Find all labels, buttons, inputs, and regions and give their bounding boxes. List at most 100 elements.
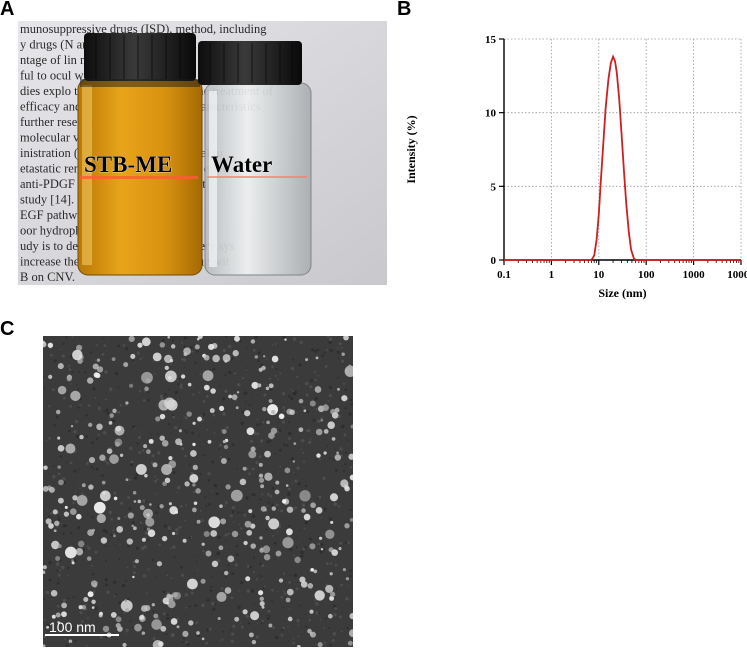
- nanoparticle: [55, 409, 61, 415]
- nanoparticle: [236, 391, 240, 394]
- nanoparticle: [246, 529, 253, 536]
- nanoparticle: [139, 505, 145, 511]
- nanoparticle: [186, 411, 192, 417]
- nanoparticle: [313, 569, 318, 574]
- stb-me-label: STB-ME: [84, 152, 172, 177]
- nanoparticle: [281, 499, 287, 504]
- nanoparticle: [344, 485, 350, 492]
- nanoparticle: [129, 383, 134, 388]
- nanoparticle: [100, 537, 108, 544]
- nanoparticle: [298, 398, 304, 404]
- nanoparticle: [152, 352, 162, 362]
- nanoparticle: [54, 520, 60, 526]
- nanoparticle: [70, 425, 74, 428]
- nanoparticle: [170, 344, 176, 349]
- nanoparticle: [53, 529, 57, 533]
- nanoparticle: [201, 637, 205, 641]
- nanoparticle: [175, 438, 182, 446]
- nanoparticle: [158, 641, 164, 647]
- y-tick-label: 15: [485, 34, 497, 46]
- nanoparticle: [167, 336, 170, 339]
- nanoparticle: [132, 490, 137, 495]
- nanoparticle: [57, 385, 67, 395]
- nanoparticle: [309, 400, 316, 407]
- nanoparticle: [271, 506, 276, 511]
- nanoparticle: [307, 628, 312, 634]
- nanoparticle: [296, 645, 301, 647]
- nanoparticle: [86, 377, 94, 384]
- nanoparticle: [192, 507, 197, 513]
- tem-image: 100 nm: [43, 336, 353, 647]
- nanoparticle: [217, 616, 221, 621]
- nanoparticle: [257, 383, 262, 388]
- nanoparticle: [128, 336, 135, 342]
- y-tick-label: 5: [491, 181, 497, 193]
- scale-bar-label: 100 nm: [49, 619, 96, 635]
- nanoparticle: [344, 365, 353, 377]
- nanoparticle: [275, 480, 280, 485]
- nanoparticle: [119, 453, 124, 457]
- nanoparticle: [111, 357, 116, 361]
- nanoparticle: [182, 630, 189, 637]
- nanoparticle: [338, 547, 342, 551]
- nanoparticle: [48, 374, 53, 379]
- nanoparticle: [96, 513, 106, 524]
- nanoparticle: [134, 559, 139, 564]
- nanoparticle: [133, 526, 137, 531]
- nanoparticle: [220, 458, 227, 464]
- nanoparticle: [266, 420, 270, 425]
- nanoparticle: [287, 616, 293, 622]
- nanoparticle: [55, 612, 61, 618]
- nanoparticle: [164, 365, 169, 371]
- nanoparticle: [208, 516, 221, 529]
- nanoparticle: [299, 490, 311, 502]
- nanoparticle: [110, 611, 117, 618]
- nanoparticle: [298, 427, 304, 433]
- nanoparticle: [71, 561, 75, 565]
- nanoparticle: [189, 473, 199, 483]
- nanoparticle: [231, 530, 239, 538]
- nanoparticle: [201, 542, 205, 546]
- nanoparticle: [348, 453, 353, 460]
- nanoparticles: [43, 336, 353, 647]
- nanoparticle: [219, 504, 223, 508]
- nanoparticle: [268, 383, 274, 389]
- nanoparticle: [341, 352, 345, 356]
- nanoparticle: [113, 534, 116, 538]
- nanoparticle: [258, 367, 263, 372]
- nanoparticle: [197, 416, 202, 422]
- nanoparticle: [95, 373, 101, 379]
- nanoparticle: [115, 616, 122, 623]
- nanoparticle: [263, 553, 271, 561]
- nanoparticle: [251, 639, 257, 645]
- nanoparticle: [262, 355, 266, 358]
- nanoparticle: [114, 438, 123, 447]
- nanoparticle: [327, 613, 333, 619]
- nanoparticle: [137, 342, 143, 348]
- nanoparticle: [262, 545, 271, 554]
- nanoparticle: [144, 605, 151, 612]
- nanoparticle: [57, 436, 61, 440]
- nanoparticle: [343, 336, 349, 341]
- panel-b-letter: B: [397, 0, 412, 20]
- nanoparticle: [300, 581, 308, 588]
- nanoparticle: [61, 602, 67, 609]
- nanoparticle: [187, 382, 192, 387]
- nanoparticle: [174, 510, 179, 514]
- nanoparticle: [76, 494, 88, 506]
- nanoparticle: [90, 580, 98, 588]
- nanoparticle: [331, 549, 339, 556]
- nanoparticle: [310, 567, 315, 572]
- nanoparticle: [196, 631, 200, 635]
- nanoparticle: [168, 502, 172, 506]
- nanoparticle: [202, 370, 214, 382]
- nanoparticle: [159, 413, 166, 420]
- nanoparticle: [96, 358, 101, 362]
- nanoparticle: [310, 502, 316, 509]
- nanoparticle: [242, 466, 247, 471]
- nanoparticle: [115, 623, 121, 629]
- nanoparticle: [43, 465, 48, 470]
- nanoparticle: [99, 490, 111, 502]
- nanoparticle: [278, 413, 285, 420]
